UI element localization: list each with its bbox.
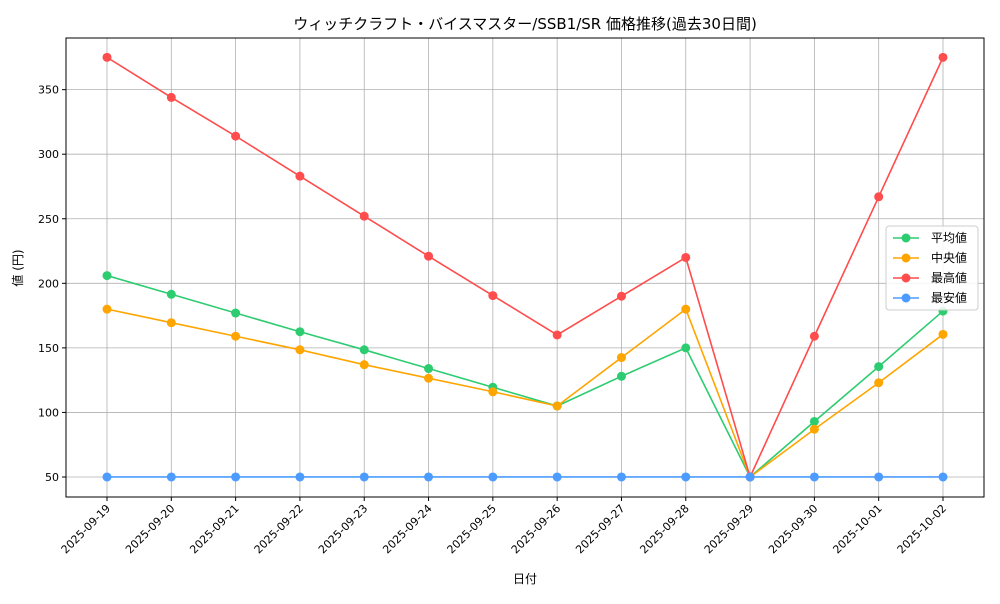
legend-label: 平均値 [931,230,967,245]
x-tick-label: 2025-09-30 [766,502,820,556]
data-point [809,331,819,341]
x-tick-label: 2025-09-29 [702,502,756,556]
data-point [809,472,819,482]
series-中央値 [102,304,948,482]
data-point [295,327,305,337]
data-point [552,472,562,482]
data-point [359,360,369,370]
data-point [166,289,176,299]
data-point [102,304,112,314]
data-point [102,52,112,62]
data-point [874,472,884,482]
data-point [616,291,626,301]
data-point [231,308,241,318]
legend-label: 最安値 [931,290,967,305]
legend-label: 中央値 [931,250,967,265]
data-point [681,252,691,262]
legend-marker [901,293,911,303]
data-point [938,52,948,62]
data-point [166,318,176,328]
data-point [295,472,305,482]
data-point [424,251,434,261]
data-point [809,416,819,426]
legend-marker [901,233,911,243]
data-point [874,362,884,372]
data-point [681,304,691,314]
data-point [681,343,691,353]
data-point [359,345,369,355]
data-point [488,472,498,482]
y-tick-label: 350 [38,84,59,97]
x-tick-label: 2025-09-22 [252,502,306,556]
legend-marker [901,273,911,283]
data-point [874,192,884,202]
series-line [106,307,944,479]
data-point [809,424,819,434]
data-point [745,472,755,482]
data-point [295,345,305,355]
y-tick-label: 200 [38,277,59,290]
x-tick-label: 2025-10-02 [895,502,949,556]
legend-box [885,225,979,311]
series-line [106,274,944,479]
data-point [424,373,434,383]
data-point [938,472,948,482]
x-tick-label: 2025-09-25 [445,502,499,556]
x-tick-label: 2025-09-27 [573,502,627,556]
x-tick-label: 2025-09-21 [187,502,241,556]
plot-frame [65,37,985,498]
data-point [681,472,691,482]
series-最高値 [102,52,948,482]
data-point [166,92,176,102]
legend-label: 最高値 [931,270,967,285]
series-最安値 [102,472,948,482]
data-point [102,271,112,281]
data-point [424,364,434,374]
x-tick-label: 2025-09-19 [59,502,113,556]
data-point [552,330,562,340]
data-point [488,291,498,301]
x-tick-label: 2025-10-01 [830,502,884,556]
x-tick-label: 2025-09-28 [637,502,691,556]
x-tick-label: 2025-09-20 [123,502,177,556]
data-point [874,378,884,388]
x-tick-label: 2025-09-23 [316,502,370,556]
legend-marker [901,253,911,263]
data-point [938,329,948,339]
data-point [424,472,434,482]
x-tick-label: 2025-09-26 [509,502,563,556]
x-axis-label: 日付 [513,572,537,586]
data-point [616,353,626,363]
y-tick-label: 250 [38,213,59,226]
data-point [231,472,241,482]
y-tick-label: 150 [38,342,59,355]
data-point [295,171,305,181]
y-tick-label: 100 [38,406,59,419]
y-tick-label: 300 [38,148,59,161]
data-point [359,472,369,482]
data-point [231,331,241,341]
data-point [616,371,626,381]
series-平均値 [102,271,948,482]
series-line [106,56,944,480]
data-point [616,472,626,482]
data-point [488,387,498,397]
x-tick-label: 2025-09-24 [380,502,434,556]
data-point [552,401,562,411]
data-point [166,472,176,482]
data-point [102,472,112,482]
y-tick-label: 50 [45,471,59,484]
y-axis-label: 値 (円) [10,249,25,286]
data-point [359,211,369,221]
data-point [231,131,241,141]
chart-title: ウィッチクラフト・バイスマスター/SSB1/SR 価格推移(過去30日間) [293,15,757,33]
